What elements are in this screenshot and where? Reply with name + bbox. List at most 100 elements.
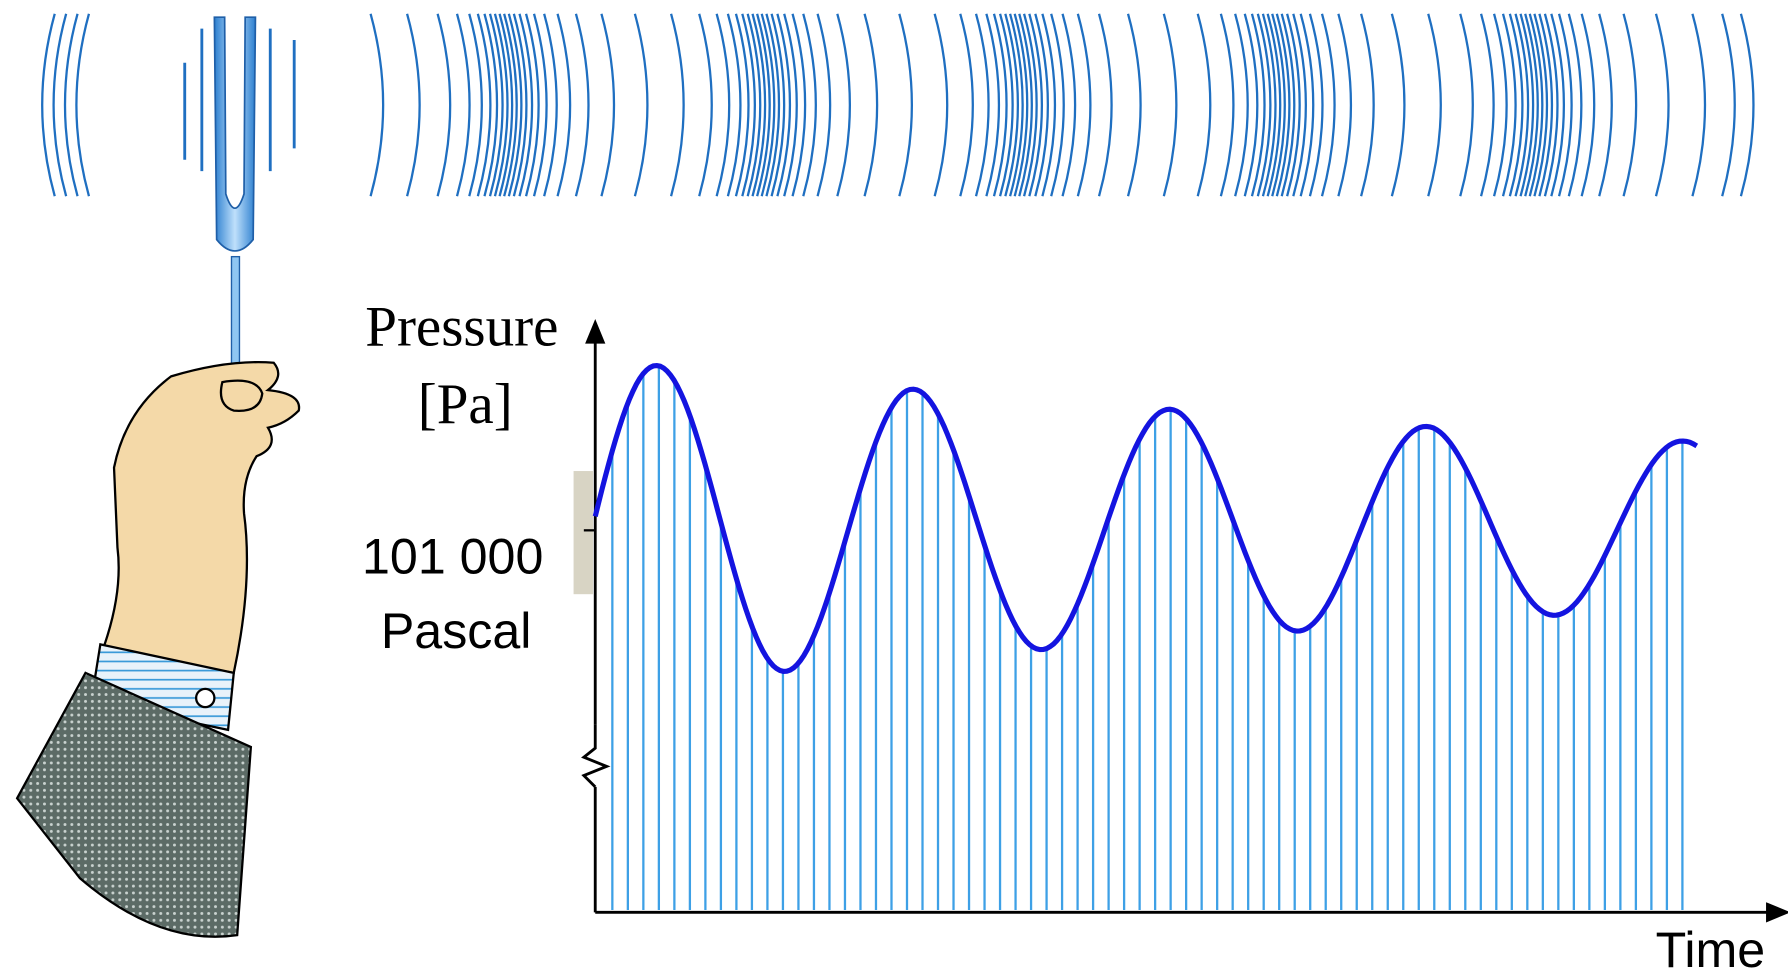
- wavefront: [1286, 13, 1301, 197]
- wavefront: [741, 13, 756, 197]
- wavefront: [1275, 13, 1291, 197]
- wavefront: [476, 13, 492, 197]
- wavefront: [63, 13, 79, 197]
- wavefront: [898, 13, 914, 197]
- wavefront: [556, 13, 572, 197]
- wavefront: [1691, 13, 1707, 197]
- wavefront: [698, 13, 713, 197]
- wavefront: [483, 13, 499, 197]
- wavefront: [1076, 13, 1092, 197]
- wavefront: [1196, 13, 1212, 197]
- wavefront: [468, 13, 483, 197]
- wavefront: [816, 13, 832, 197]
- wavefront: [1543, 13, 1559, 197]
- wavefront: [532, 13, 548, 197]
- wavefront: [600, 13, 616, 197]
- wavefront: [1009, 13, 1024, 197]
- wavefront: [1308, 13, 1324, 197]
- wavefront: [933, 13, 949, 197]
- wavefront: [1528, 13, 1544, 197]
- pressure-curve: [592, 362, 1699, 674]
- y-axis-label: Pressure: [365, 296, 558, 359]
- wavefront: [1538, 13, 1554, 197]
- tuning-fork: [183, 16, 296, 383]
- wavefront: [41, 13, 56, 197]
- wavefront: [1580, 13, 1596, 197]
- wavefront: [791, 13, 807, 197]
- wavefront: [1739, 13, 1755, 197]
- axes: [573, 319, 1788, 923]
- wavefront: [512, 13, 528, 197]
- wavefront: [1004, 13, 1020, 197]
- wavefront: [1501, 13, 1517, 197]
- reference-value: 101 000: [362, 529, 543, 585]
- wavefront: [1598, 13, 1613, 197]
- wavefront: [1292, 13, 1307, 197]
- wavefront: [498, 13, 514, 197]
- wavefront: [836, 13, 852, 197]
- wavefront: [1271, 13, 1286, 197]
- pressure-wave: [592, 362, 1699, 911]
- wavefront: [1567, 13, 1583, 197]
- wavefront: [959, 13, 974, 197]
- wavefront: [1514, 13, 1530, 197]
- wavefront: [734, 13, 750, 197]
- wavefront: [1360, 13, 1375, 197]
- wavefront: [1280, 13, 1296, 197]
- wavefront: [574, 13, 590, 197]
- wavefront: [503, 13, 518, 197]
- wavefront: [1050, 13, 1065, 197]
- reference-unit: Pascal: [381, 603, 532, 659]
- wavefront: [751, 13, 767, 197]
- wavefront: [1533, 13, 1549, 197]
- wavefront: [1034, 13, 1050, 197]
- wavefront: [1061, 13, 1077, 197]
- wavefront: [1492, 13, 1508, 197]
- wavefronts: [41, 13, 1755, 197]
- wavefront: [746, 13, 762, 197]
- wavefront: [802, 13, 817, 197]
- wavefront: [1427, 13, 1442, 197]
- wavefront: [1337, 13, 1353, 197]
- wavefront: [488, 13, 504, 197]
- wavefront: [1097, 13, 1113, 197]
- wavefront: [770, 13, 786, 197]
- wavefront: [75, 13, 91, 197]
- wavefront: [863, 13, 879, 197]
- wavefront: [1028, 13, 1044, 197]
- wavefront: [1299, 13, 1315, 197]
- wavefront: [776, 13, 792, 197]
- wavefront: [974, 13, 990, 197]
- wavefront: [455, 13, 471, 197]
- wavefront: [1654, 13, 1670, 197]
- wavefront: [726, 13, 742, 197]
- wavefront: [669, 13, 685, 197]
- wavefront: [1261, 13, 1277, 197]
- wavefront: [1018, 13, 1033, 197]
- wavefront: [992, 13, 1008, 197]
- wavefront: [1479, 13, 1495, 197]
- wavefront: [1320, 13, 1336, 197]
- wavefront: [1256, 13, 1272, 197]
- wavefront: [518, 13, 534, 197]
- wavefront: [507, 13, 523, 197]
- wavefront: [783, 13, 798, 197]
- wavefront: [1459, 13, 1474, 197]
- wavefront: [543, 13, 558, 197]
- wavefront: [1622, 13, 1638, 197]
- wavefront: [715, 13, 731, 197]
- wavefront: [436, 13, 452, 197]
- wavefront: [1126, 13, 1142, 197]
- wavefront: [405, 13, 421, 197]
- wavefront: [1041, 13, 1057, 197]
- wavefront: [1162, 13, 1178, 197]
- wavefront: [1557, 13, 1573, 197]
- wavefront: [1243, 13, 1259, 197]
- wavefront: [998, 13, 1014, 197]
- wavefront: [760, 13, 776, 197]
- wavefront: [756, 13, 771, 197]
- wavefront: [1550, 13, 1566, 197]
- hand: [15, 361, 301, 938]
- wavefront: [1390, 13, 1406, 197]
